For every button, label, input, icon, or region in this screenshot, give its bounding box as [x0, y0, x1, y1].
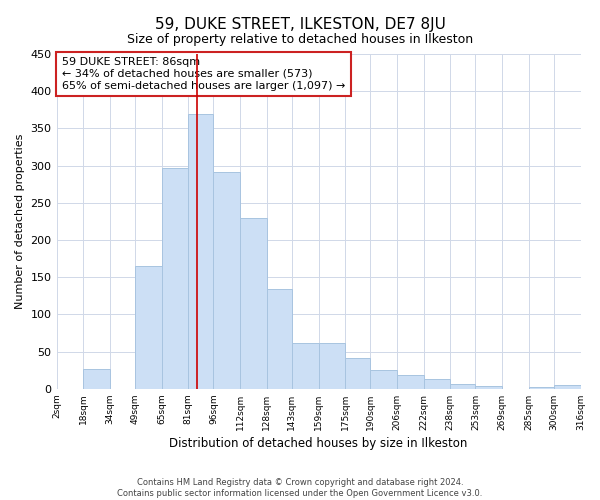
Bar — [240, 218, 267, 389]
Bar — [529, 386, 554, 389]
Y-axis label: Number of detached properties: Number of detached properties — [15, 134, 25, 309]
Bar — [451, 384, 475, 389]
Bar — [83, 368, 110, 389]
Bar — [319, 344, 345, 389]
Bar — [370, 370, 397, 389]
Bar — [135, 266, 161, 389]
Bar — [397, 374, 424, 389]
Bar — [267, 289, 292, 389]
Text: Contains HM Land Registry data © Crown copyright and database right 2024.
Contai: Contains HM Land Registry data © Crown c… — [118, 478, 482, 498]
Bar — [345, 358, 370, 389]
Bar — [188, 114, 214, 389]
Bar — [214, 172, 240, 389]
Bar — [424, 379, 451, 389]
Text: Size of property relative to detached houses in Ilkeston: Size of property relative to detached ho… — [127, 32, 473, 46]
Bar — [475, 386, 502, 389]
Text: 59, DUKE STREET, ILKESTON, DE7 8JU: 59, DUKE STREET, ILKESTON, DE7 8JU — [155, 18, 445, 32]
X-axis label: Distribution of detached houses by size in Ilkeston: Distribution of detached houses by size … — [169, 437, 468, 450]
Bar — [554, 385, 581, 389]
Bar — [292, 344, 319, 389]
Bar — [161, 168, 188, 389]
Text: 59 DUKE STREET: 86sqm
← 34% of detached houses are smaller (573)
65% of semi-det: 59 DUKE STREET: 86sqm ← 34% of detached … — [62, 58, 345, 90]
